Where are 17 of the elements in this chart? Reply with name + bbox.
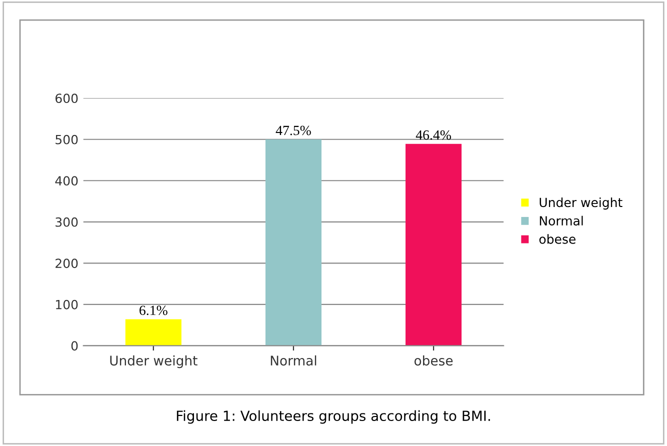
y-tick-label: 400	[55, 176, 78, 186]
y-tick-label: 500	[56, 134, 78, 144]
x-tick-label: Normal	[270, 355, 316, 366]
caption: Figure 1: Volunteers groups according to BMI.	[176, 410, 490, 424]
annotation: 47.5%	[276, 126, 311, 136]
x-tick-label: obese	[414, 355, 453, 366]
x-tick-label: Under weight	[110, 355, 198, 368]
annotation: 6.1%	[140, 306, 168, 316]
y-tick-label: 200	[56, 258, 78, 268]
annotation: 46.4%	[416, 130, 452, 140]
legend-label: Under weight	[540, 197, 622, 210]
y-tick-label: 300	[56, 217, 78, 227]
legend-label: Normal	[540, 216, 583, 226]
y-tick-label: 100	[56, 300, 78, 310]
y-tick-label: 0	[71, 341, 78, 351]
legend-label: obese	[539, 234, 576, 244]
y-tick-label: 600	[56, 94, 78, 104]
